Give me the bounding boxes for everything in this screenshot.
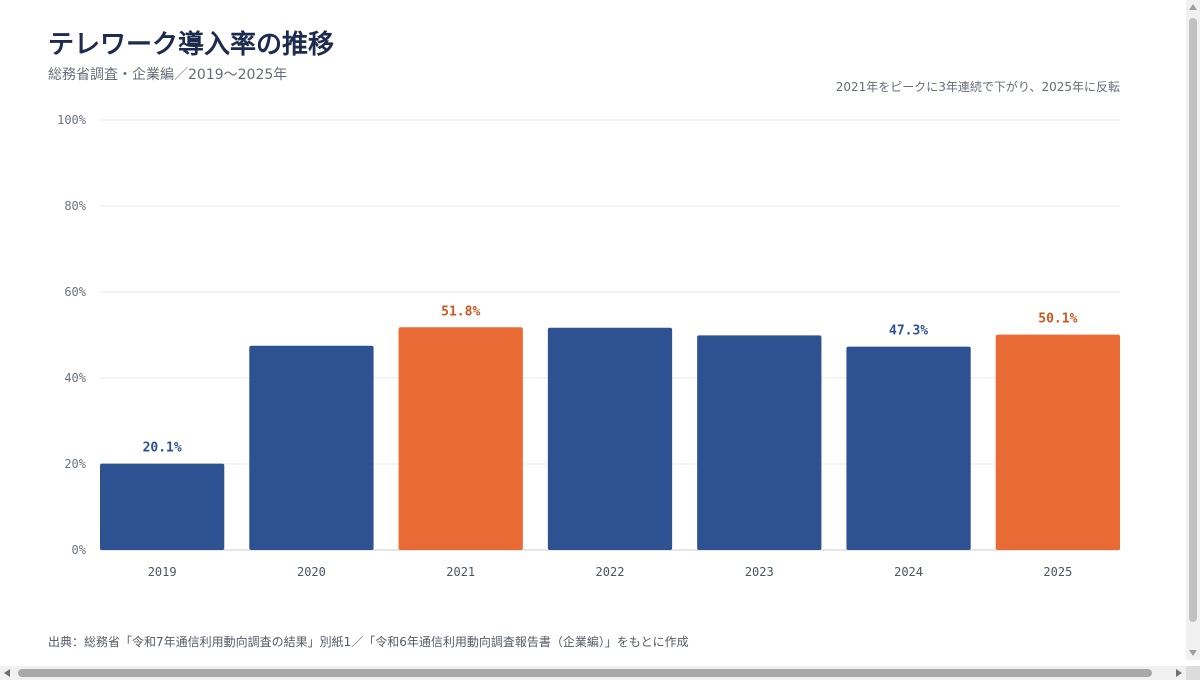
scroll-down-arrow-icon[interactable] xyxy=(1189,650,1197,656)
chart-subtitle: 総務省調査・企業編／2019〜2025年 xyxy=(48,67,288,83)
scrollbar-corner xyxy=(1186,666,1200,680)
scroll-up-arrow-icon[interactable] xyxy=(1189,4,1197,10)
data-label: 51.8% xyxy=(441,304,480,319)
vertical-scrollbar[interactable] xyxy=(1186,0,1200,660)
y-tick-label: 80% xyxy=(64,199,86,213)
vertical-scroll-thumb[interactable] xyxy=(1189,18,1197,622)
horizontal-scrollbar[interactable] xyxy=(0,666,1186,680)
horizontal-scroll-thumb[interactable] xyxy=(18,669,1152,677)
scroll-left-arrow-icon[interactable] xyxy=(4,669,10,677)
x-tick-label: 2025 xyxy=(1043,565,1072,579)
scroll-right-arrow-icon[interactable] xyxy=(1176,669,1182,677)
bar xyxy=(846,346,971,550)
source-note: 出典：総務省「令和7年通信利用動向調査の結果」別紙1／「令和6年通信利用動向調査… xyxy=(48,635,689,649)
x-tick-label: 2023 xyxy=(745,565,774,579)
data-label: 50.1% xyxy=(1038,312,1077,327)
x-tick-label: 2019 xyxy=(148,565,177,579)
data-label: 20.1% xyxy=(143,441,182,456)
x-tick-label: 2021 xyxy=(446,565,475,579)
x-tick-label: 2020 xyxy=(297,565,326,579)
bar-chart: 0% 20% 40% 60% 80% 100% 2019 20.1% 2020 2021 51.8%… xyxy=(57,113,1120,579)
y-tick-label: 60% xyxy=(64,285,86,299)
bar xyxy=(697,335,822,550)
y-tick-label: 100% xyxy=(57,113,87,127)
chart-annotation: 2021年をピークに3年連続で下がり、2025年に反転 xyxy=(835,80,1120,94)
y-tick-label: 0% xyxy=(72,543,87,557)
bar xyxy=(100,463,225,550)
x-tick-label: 2022 xyxy=(596,565,625,579)
y-tick-label: 20% xyxy=(64,457,86,471)
y-tick-label: 40% xyxy=(64,371,86,385)
x-tick-label: 2024 xyxy=(894,565,923,579)
data-label: 47.3% xyxy=(889,324,928,339)
bar xyxy=(995,334,1120,550)
chart-title: テレワーク導入率の推移 xyxy=(48,30,335,60)
bar xyxy=(398,327,523,550)
bar xyxy=(547,327,673,550)
bar xyxy=(249,345,374,550)
